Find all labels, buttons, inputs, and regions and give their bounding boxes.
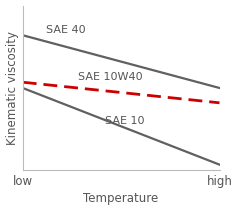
Text: SAE 10: SAE 10 — [105, 116, 145, 126]
Text: SAE 40: SAE 40 — [46, 25, 86, 35]
X-axis label: Temperature: Temperature — [84, 192, 159, 206]
Text: SAE 10W40: SAE 10W40 — [78, 72, 143, 82]
Y-axis label: Kinematic viscosity: Kinematic viscosity — [5, 31, 19, 145]
